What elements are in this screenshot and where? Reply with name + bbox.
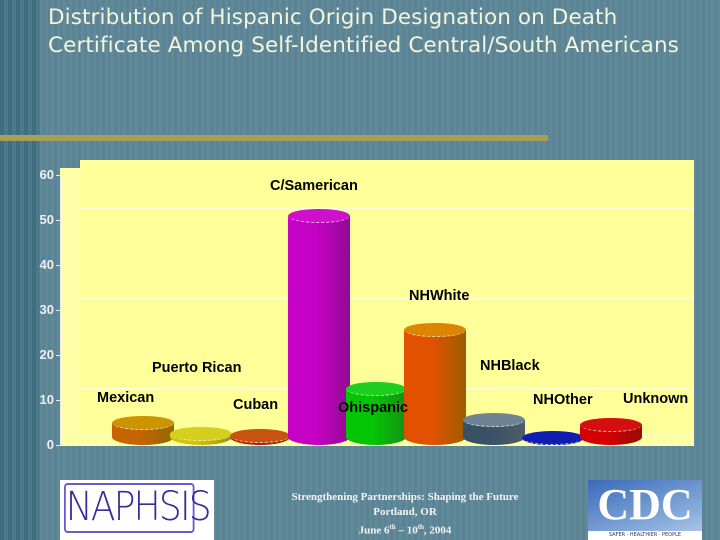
bar-top <box>522 431 584 446</box>
cdc-tagline: SAFER · HEALTHIER · PEOPLE <box>588 531 702 540</box>
left-stripe-decoration <box>0 0 40 540</box>
y-tick-label: 10 <box>39 392 54 407</box>
title-divider <box>0 135 548 141</box>
bar-label: Cuban <box>233 397 279 413</box>
cdc-logo: CDC SAFER · HEALTHIER · PEOPLE <box>588 480 702 540</box>
y-tick-mark <box>56 355 61 356</box>
gridline <box>80 208 694 209</box>
bar-label: Unknown <box>623 391 689 407</box>
y-tick-mark <box>56 265 61 266</box>
bar-label: NHWhite <box>409 288 470 304</box>
footer-line-2: Portland, OR <box>373 506 437 518</box>
bar-top <box>580 417 642 432</box>
y-tick-mark <box>56 175 61 176</box>
bar-unknown <box>580 417 642 445</box>
bar-label: Puerto Rican <box>152 360 242 376</box>
y-tick-mark <box>56 445 61 446</box>
bar-nhother <box>522 431 584 446</box>
bar-top <box>288 208 350 223</box>
gridline <box>80 298 694 299</box>
naphsis-logo-text: NAPHSIS <box>64 483 212 533</box>
bar-mexican <box>112 415 174 445</box>
bar-nhwhite <box>404 323 466 445</box>
bar-csamerican <box>288 208 350 445</box>
bar-label: Ohispanic <box>338 400 409 416</box>
y-tick-mark <box>56 310 61 311</box>
bar-body <box>288 215 350 445</box>
gridline <box>80 343 694 344</box>
plot-side-wall <box>60 168 80 446</box>
bar-ohispanic <box>346 381 406 445</box>
bar-top <box>230 429 290 443</box>
bar-top <box>170 426 232 441</box>
bar-puertorican <box>170 426 232 445</box>
bar-top <box>346 381 406 396</box>
bar-body <box>404 330 466 445</box>
y-tick-mark <box>56 400 61 401</box>
naphsis-logo: NAPHSIS <box>60 480 214 540</box>
footer-conference-info: Strengthening Partnerships: Shaping the … <box>255 490 555 539</box>
footer-line-1: Strengthening Partnerships: Shaping the … <box>291 491 519 503</box>
y-tick-mark <box>56 220 61 221</box>
slide-title: Distribution of Hispanic Origin Designat… <box>48 5 679 58</box>
bar-label: NHBlack <box>480 358 540 374</box>
bar-label: NHOther <box>533 392 593 408</box>
y-tick-label: 50 <box>39 212 54 227</box>
y-tick-label: 30 <box>39 302 54 317</box>
y-tick-label: 0 <box>46 437 54 452</box>
gridline <box>80 253 694 254</box>
bar-label: C/Samerican <box>270 178 358 194</box>
bar-cuban <box>230 429 290 445</box>
y-tick-label: 40 <box>39 257 54 272</box>
bar-top <box>404 323 466 338</box>
cdc-logo-text: CDC <box>597 480 693 529</box>
bar-top <box>463 413 525 428</box>
bar-nhblack <box>463 413 525 445</box>
bar-body <box>346 388 406 445</box>
footer-line-3: June 6th – 10th, 2004 <box>358 523 452 537</box>
y-tick-label: 20 <box>39 347 54 362</box>
bar-top <box>112 415 174 430</box>
bar-label: Mexican <box>97 390 155 406</box>
y-tick-label: 60 <box>39 167 54 182</box>
